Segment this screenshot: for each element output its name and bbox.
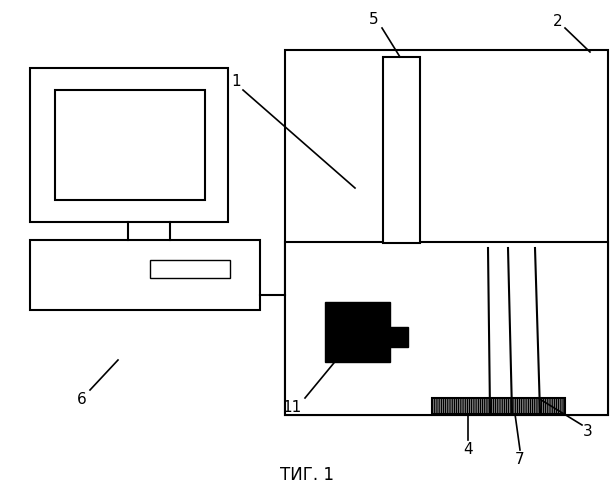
Bar: [285, 242, 608, 415]
Text: 3: 3: [583, 424, 593, 440]
Bar: [383, 57, 420, 243]
Bar: [390, 327, 408, 347]
Bar: [432, 398, 565, 414]
Text: 5: 5: [369, 12, 379, 28]
Text: 6: 6: [77, 392, 87, 407]
Text: ΤИГ. 1: ΤИГ. 1: [280, 466, 334, 484]
Text: 11: 11: [282, 400, 301, 415]
Text: 7: 7: [515, 452, 525, 468]
Bar: [285, 50, 608, 415]
Bar: [150, 260, 230, 278]
Bar: [30, 68, 228, 222]
Text: 4: 4: [463, 442, 473, 458]
Bar: [55, 90, 205, 200]
Bar: [325, 302, 390, 362]
Bar: [30, 240, 260, 310]
Text: 1: 1: [231, 74, 241, 90]
Text: 2: 2: [553, 14, 563, 30]
